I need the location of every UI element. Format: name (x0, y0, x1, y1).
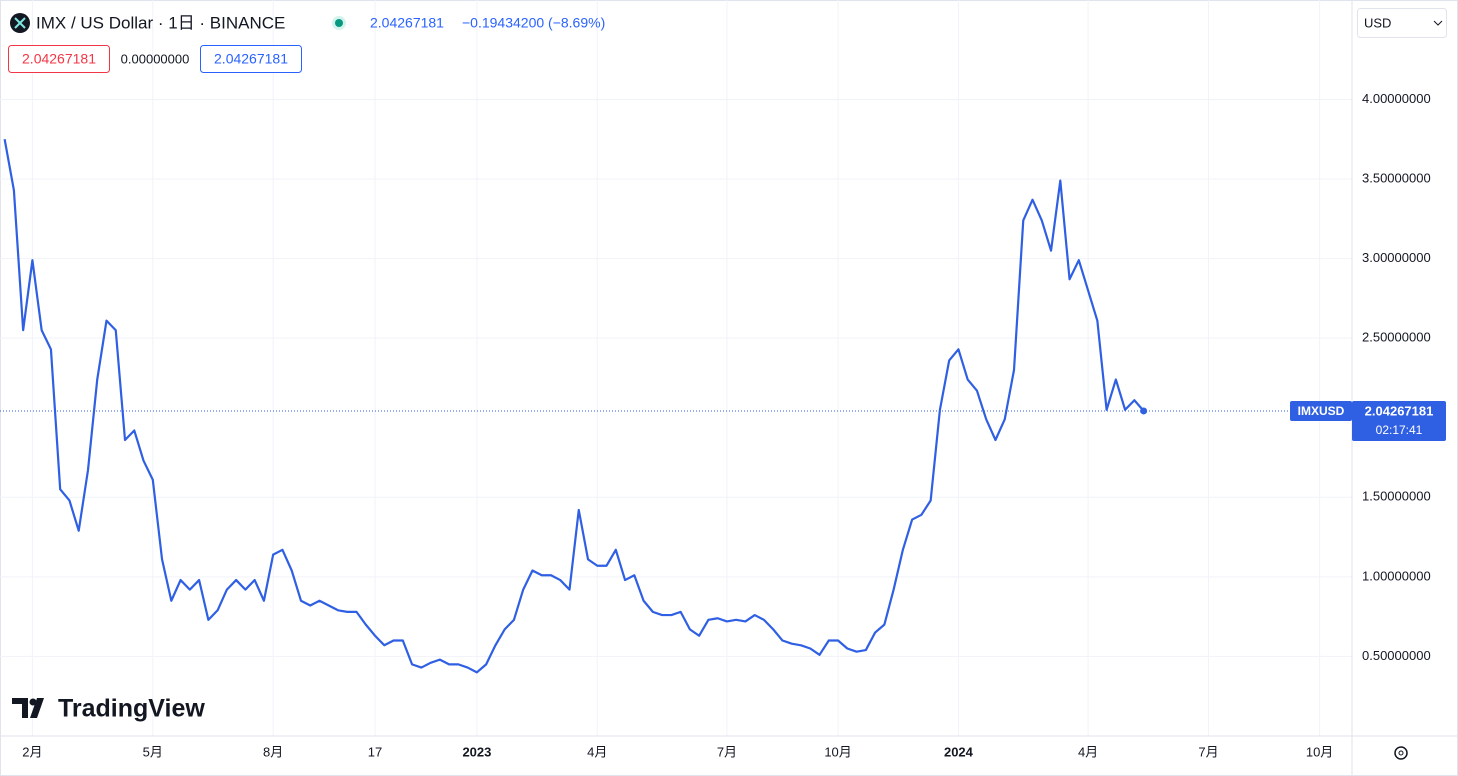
x-tick-label: 10月 (824, 744, 851, 759)
x-tick-label: 4月 (1078, 744, 1098, 759)
currency-select[interactable] (1357, 8, 1447, 38)
y-tick-label: 1.50000000 (1362, 489, 1431, 504)
bid-box[interactable] (8, 45, 110, 73)
x-tick-label: 7月 (1198, 744, 1218, 759)
price-label: 2.04267181 (1365, 403, 1434, 418)
x-tick-label: 2月 (22, 744, 42, 759)
currency: USD (1364, 15, 1391, 30)
y-tick-label: 1.00000000 (1362, 568, 1431, 583)
x-tick-label: 8月 (263, 744, 283, 759)
countdown-label: 02:17:41 (1376, 423, 1423, 437)
y-tick-label: 4.00000000 (1362, 91, 1431, 106)
y-tick-label: 3.50000000 (1362, 170, 1431, 185)
y-tick-label: 0.50000000 (1362, 648, 1431, 663)
plot (0, 139, 1352, 674)
brand-logo-dot (29, 698, 37, 706)
price-label-box (1352, 400, 1446, 441)
ticker-label-box (1290, 400, 1352, 421)
ask-box[interactable] (200, 45, 302, 73)
settings-icon[interactable] (1394, 746, 1408, 760)
x-tick-label: 10月 (1306, 744, 1333, 759)
price-line (3, 139, 1145, 674)
ask-price: 2.04267181 (214, 51, 288, 67)
last-point (1140, 407, 1148, 415)
x-tick-label: 2023 (462, 744, 491, 759)
logo-mark (14, 17, 26, 29)
header-change: −0.19434200 (−8.69%) (462, 15, 605, 31)
spread: 0.00000000 (121, 51, 190, 66)
x-tick-label: 7月 (717, 744, 737, 759)
bid-price: 2.04267181 (22, 51, 96, 67)
x-tick-label: 17 (368, 744, 382, 759)
market-status-dot (335, 19, 343, 27)
x-tick-label: 5月 (143, 744, 163, 759)
header-price: 2.04267181 (370, 15, 444, 31)
y-tick-label: 2.50000000 (1362, 330, 1431, 345)
ticker-label: IMXUSD (1298, 404, 1345, 418)
symbol-title[interactable]: IMX / US Dollar · 1日 · BINANCE (36, 13, 285, 32)
dropdown-arrow (1433, 20, 1443, 26)
grid (0, 0, 1352, 736)
y-tick-label: 3.00000000 (1362, 250, 1431, 265)
x-tick-label: 2024 (944, 744, 974, 759)
brand[interactable]: TradingView (58, 695, 205, 723)
x-tick-label: 4月 (587, 744, 607, 759)
settings-icon-center (1398, 750, 1404, 756)
